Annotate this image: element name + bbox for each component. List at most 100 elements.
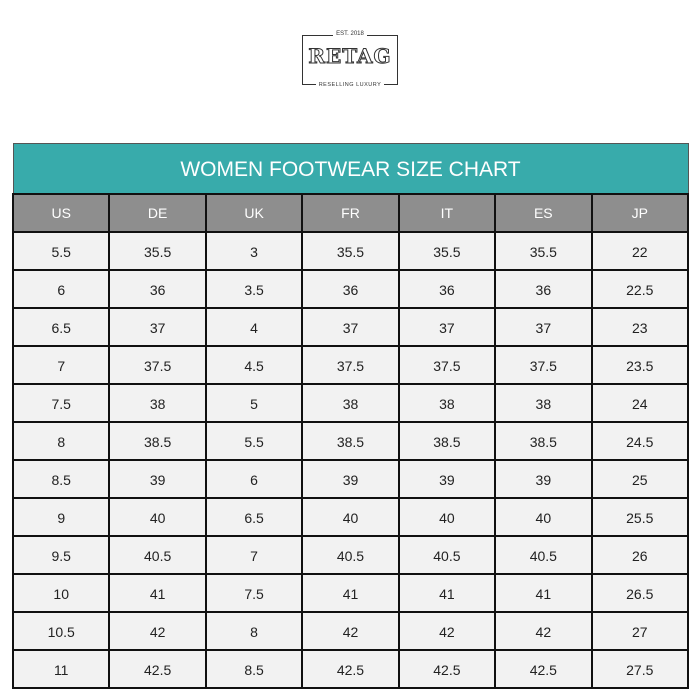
- cell-us: 9.5: [11, 535, 111, 575]
- cell-it: 35.5: [397, 231, 497, 271]
- cell-es: 35.5: [494, 231, 593, 271]
- header-row: US DE UK FR IT ES JP: [11, 193, 690, 233]
- logo-brand: RETAG: [308, 44, 392, 69]
- cell-it: 39: [397, 459, 497, 499]
- table-row: 6.5 37 4 37 37 37 23: [11, 307, 690, 347]
- cell-es: 42.5: [494, 649, 593, 689]
- cell-uk: 7.5: [204, 573, 304, 613]
- cell-es: 36: [494, 269, 593, 309]
- cell-es: 41: [494, 573, 593, 613]
- cell-jp: 26: [590, 535, 690, 575]
- table-row: 5.5 35.5 3 35.5 35.5 35.5 22: [11, 231, 690, 271]
- column-header-de: DE: [108, 193, 207, 233]
- cell-de: 41: [108, 573, 207, 613]
- cell-de: 42.5: [108, 649, 207, 689]
- cell-us: 7.5: [11, 383, 111, 423]
- table-row: 6 36 3.5 36 36 36 22.5: [11, 269, 690, 309]
- cell-uk: 4.5: [204, 345, 304, 385]
- cell-uk: 3: [204, 231, 304, 271]
- cell-it: 37.5: [397, 345, 497, 385]
- chart-title: WOMEN FOOTWEAR SIZE CHART: [12, 143, 689, 195]
- cell-fr: 40.5: [301, 535, 400, 575]
- cell-it: 38: [397, 383, 497, 423]
- cell-es: 40.5: [494, 535, 593, 575]
- cell-jp: 25.5: [590, 497, 690, 537]
- cell-us: 5.5: [11, 231, 111, 271]
- cell-es: 37: [494, 307, 593, 347]
- cell-jp: 26.5: [590, 573, 690, 613]
- cell-de: 38.5: [108, 421, 207, 461]
- cell-fr: 40: [301, 497, 400, 537]
- cell-uk: 3.5: [204, 269, 304, 309]
- table-row: 10.5 42 8 42 42 42 27: [11, 611, 690, 651]
- cell-fr: 39: [301, 459, 400, 499]
- cell-it: 42: [397, 611, 497, 651]
- cell-de: 40: [108, 497, 207, 537]
- cell-us: 7: [11, 345, 111, 385]
- cell-us: 8: [11, 421, 111, 461]
- cell-de: 35.5: [108, 231, 207, 271]
- cell-es: 38: [494, 383, 593, 423]
- column-header-fr: FR: [301, 193, 400, 233]
- cell-fr: 38: [301, 383, 400, 423]
- cell-it: 41: [397, 573, 497, 613]
- cell-jp: 23: [590, 307, 690, 347]
- cell-de: 38: [108, 383, 207, 423]
- cell-jp: 27: [590, 611, 690, 651]
- cell-us: 11: [11, 649, 111, 689]
- table-row: 8.5 39 6 39 39 39 25: [11, 459, 690, 499]
- cell-es: 42: [494, 611, 593, 651]
- cell-jp: 25: [590, 459, 690, 499]
- table-row: 11 42.5 8.5 42.5 42.5 42.5 27.5: [11, 649, 690, 689]
- cell-it: 36: [397, 269, 497, 309]
- cell-jp: 22: [590, 231, 690, 271]
- cell-fr: 42: [301, 611, 400, 651]
- cell-de: 39: [108, 459, 207, 499]
- logo-tagline: RESELLING LUXURY: [315, 82, 385, 88]
- cell-fr: 36: [301, 269, 400, 309]
- cell-de: 42: [108, 611, 207, 651]
- cell-it: 37: [397, 307, 497, 347]
- table-body: 5.5 35.5 3 35.5 35.5 35.5 22 6 36 3.5 36 36 36 22.5 6.…: [11, 231, 690, 689]
- cell-us: 6.5: [11, 307, 111, 347]
- cell-uk: 5.5: [204, 421, 304, 461]
- table-row: 10 41 7.5 41 41 41 26.5: [11, 573, 690, 613]
- table-row: 7.5 38 5 38 38 38 24: [11, 383, 690, 423]
- cell-uk: 6.5: [204, 497, 304, 537]
- cell-it: 42.5: [397, 649, 497, 689]
- cell-us: 10.5: [11, 611, 111, 651]
- cell-de: 40.5: [108, 535, 207, 575]
- cell-us: 6: [11, 269, 111, 309]
- cell-us: 8.5: [11, 459, 111, 499]
- cell-fr: 35.5: [301, 231, 400, 271]
- cell-it: 38.5: [397, 421, 497, 461]
- cell-fr: 41: [301, 573, 400, 613]
- cell-es: 37.5: [494, 345, 593, 385]
- cell-fr: 42.5: [301, 649, 400, 689]
- table-row: 8 38.5 5.5 38.5 38.5 38.5 24.5: [11, 421, 690, 461]
- cell-es: 39: [494, 459, 593, 499]
- column-header-it: IT: [397, 193, 497, 233]
- cell-de: 36: [108, 269, 207, 309]
- column-header-es: ES: [494, 193, 593, 233]
- table-row: 9.5 40.5 7 40.5 40.5 40.5 26: [11, 535, 690, 575]
- column-header-us: US: [11, 193, 111, 233]
- cell-fr: 38.5: [301, 421, 400, 461]
- cell-jp: 24: [590, 383, 690, 423]
- cell-uk: 4: [204, 307, 304, 347]
- cell-it: 40.5: [397, 535, 497, 575]
- cell-es: 38.5: [494, 421, 593, 461]
- cell-uk: 8.5: [204, 649, 304, 689]
- cell-fr: 37.5: [301, 345, 400, 385]
- cell-jp: 23.5: [590, 345, 690, 385]
- logo-est: EST. 2018: [333, 31, 367, 37]
- table-row: 9 40 6.5 40 40 40 25.5: [11, 497, 690, 537]
- cell-jp: 27.5: [590, 649, 690, 689]
- table-row: 7 37.5 4.5 37.5 37.5 37.5 23.5: [11, 345, 690, 385]
- cell-uk: 5: [204, 383, 304, 423]
- cell-es: 40: [494, 497, 593, 537]
- column-header-uk: UK: [204, 193, 304, 233]
- column-header-jp: JP: [590, 193, 690, 233]
- cell-uk: 8: [204, 611, 304, 651]
- cell-it: 40: [397, 497, 497, 537]
